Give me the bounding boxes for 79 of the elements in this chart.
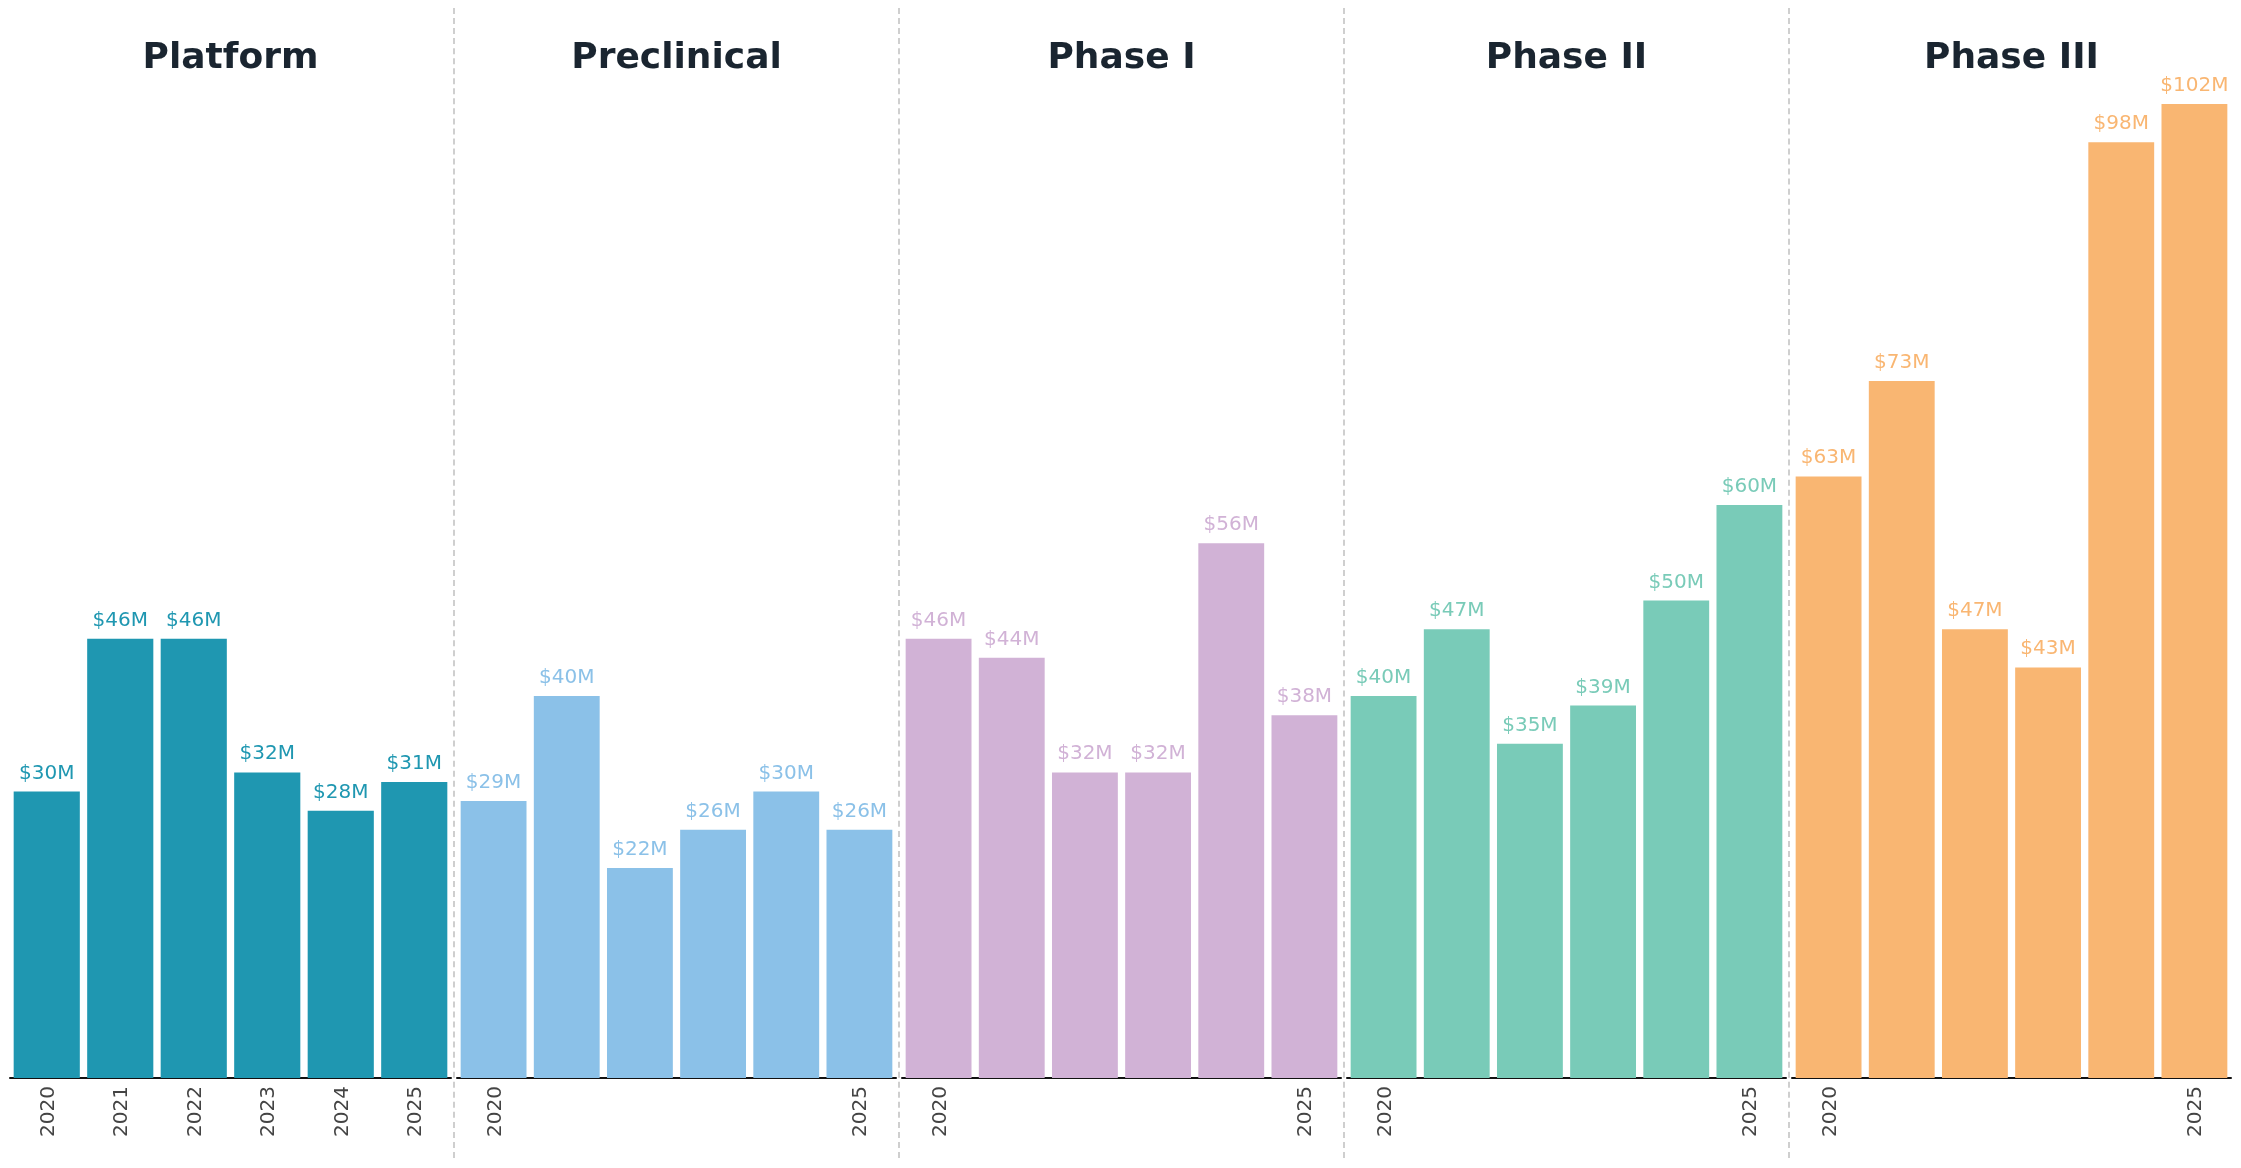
x-tick-label: 2020 <box>926 1086 951 1137</box>
data-label: $29M <box>465 769 522 794</box>
chart-title: Preclinical <box>571 34 782 76</box>
x-tick-label: 2025 <box>847 1086 872 1137</box>
x-tick-label: 2023 <box>255 1086 280 1137</box>
bar <box>1643 600 1710 1078</box>
bar <box>1941 629 2008 1078</box>
data-label: $102M <box>2160 72 2229 96</box>
data-label: $31M <box>386 749 442 774</box>
data-label: $98M <box>2093 110 2149 135</box>
bar <box>307 810 374 1078</box>
bar <box>1716 505 1783 1078</box>
bar <box>753 791 820 1078</box>
bar <box>1570 705 1637 1078</box>
bar <box>680 829 747 1078</box>
bar <box>234 772 301 1078</box>
data-label: $22M <box>612 835 668 860</box>
bar <box>1795 476 1862 1078</box>
data-label: $26M <box>685 797 741 822</box>
bar <box>1423 629 1490 1078</box>
x-tick-label: 2024 <box>328 1086 353 1137</box>
x-tick-label: 2021 <box>108 1086 133 1137</box>
bar <box>2088 142 2155 1078</box>
x-tick-label: 2020 <box>481 1086 506 1137</box>
data-label: $73M <box>1874 348 1930 373</box>
data-label: $32M <box>1130 740 1186 765</box>
data-label: $47M <box>1429 597 1485 622</box>
data-label: $40M <box>539 664 595 689</box>
bar <box>905 638 972 1078</box>
data-label: $56M <box>1203 511 1259 536</box>
data-label: $63M <box>1800 444 1857 469</box>
data-label: $35M <box>1502 711 1558 736</box>
data-label: $30M <box>19 759 75 784</box>
data-label: $43M <box>2020 635 2076 660</box>
data-label: $50M <box>1648 568 1704 593</box>
data-label: $46M <box>92 606 148 631</box>
chart-title: Phase I <box>1047 34 1196 76</box>
x-tick-label: 2022 <box>181 1086 206 1137</box>
bar <box>460 801 527 1078</box>
bar <box>160 638 227 1078</box>
x-tick-label: 2025 <box>402 1086 427 1137</box>
bar <box>2161 104 2228 1078</box>
bar <box>826 829 893 1078</box>
bar <box>1125 772 1192 1078</box>
chart-title: Phase III <box>1924 34 2099 76</box>
data-label: $39M <box>1575 673 1631 698</box>
x-tick-label: 2025 <box>2182 1086 2207 1137</box>
data-label: $30M <box>758 759 814 784</box>
x-tick-label: 2020 <box>34 1086 59 1137</box>
x-tick-label: 2025 <box>1292 1086 1317 1137</box>
x-tick-label: 2025 <box>1737 1086 1762 1137</box>
data-label: $32M <box>239 740 295 765</box>
data-label: $38M <box>1276 683 1333 708</box>
bar <box>87 638 154 1078</box>
chart-title: Platform <box>142 34 319 76</box>
bar <box>13 791 80 1078</box>
bar <box>2015 667 2082 1078</box>
data-label: $46M <box>910 606 967 631</box>
bar <box>1051 772 1118 1078</box>
x-tick-label: 2020 <box>1371 1086 1396 1137</box>
data-label: $40M <box>1355 664 1412 689</box>
data-label: $60M <box>1721 473 1778 498</box>
data-label: $32M <box>1057 740 1113 765</box>
data-label: $44M <box>984 625 1040 650</box>
bar <box>1496 743 1563 1078</box>
data-label: $46M <box>166 606 222 631</box>
x-tick-label: 2020 <box>1816 1086 1841 1137</box>
bar <box>1271 715 1338 1078</box>
bar <box>533 696 600 1078</box>
bar <box>1350 696 1417 1078</box>
data-label: $47M <box>1947 597 2003 622</box>
data-label: $28M <box>313 778 369 803</box>
bar <box>1198 543 1265 1078</box>
bar <box>1868 380 1935 1078</box>
data-label: $26M <box>831 797 888 822</box>
bar <box>606 867 673 1078</box>
chart-title: Phase II <box>1485 34 1648 76</box>
bar <box>381 781 448 1078</box>
bar <box>978 657 1045 1078</box>
